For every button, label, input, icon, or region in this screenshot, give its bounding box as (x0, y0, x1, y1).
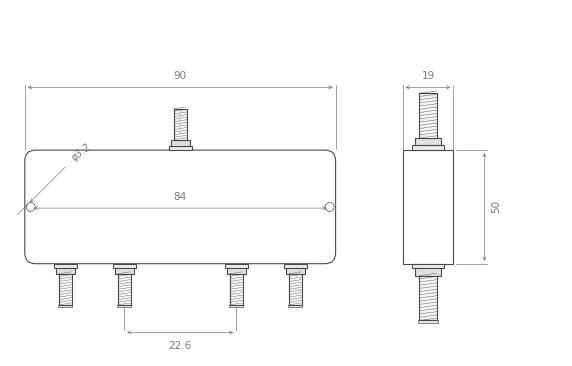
Bar (289, 274, 302, 305)
Bar (412, 264, 443, 269)
Bar (419, 93, 437, 138)
Bar (403, 150, 454, 264)
Bar (415, 269, 442, 276)
Bar (54, 264, 77, 268)
Bar (170, 140, 190, 146)
Bar (229, 274, 243, 305)
Bar (285, 268, 305, 274)
Text: 22.6: 22.6 (169, 341, 192, 351)
Bar (55, 268, 75, 274)
FancyBboxPatch shape (25, 150, 336, 264)
Bar (419, 276, 437, 321)
Bar (227, 268, 246, 274)
Bar (174, 109, 187, 140)
Bar (412, 145, 443, 150)
Bar (117, 305, 132, 307)
Bar (58, 274, 72, 305)
Bar (288, 305, 303, 307)
Text: 50: 50 (491, 200, 502, 213)
Bar (113, 264, 136, 268)
Bar (225, 264, 248, 268)
Bar (415, 138, 442, 145)
Bar (229, 305, 243, 307)
Text: φ3.2: φ3.2 (69, 142, 93, 163)
Bar (418, 321, 438, 324)
Bar (118, 274, 131, 305)
Bar (284, 264, 307, 268)
Text: 19: 19 (422, 71, 435, 81)
Text: 84: 84 (173, 192, 187, 202)
Text: 90: 90 (174, 71, 187, 81)
Bar (115, 268, 134, 274)
Bar (169, 146, 192, 150)
Bar (58, 305, 73, 307)
